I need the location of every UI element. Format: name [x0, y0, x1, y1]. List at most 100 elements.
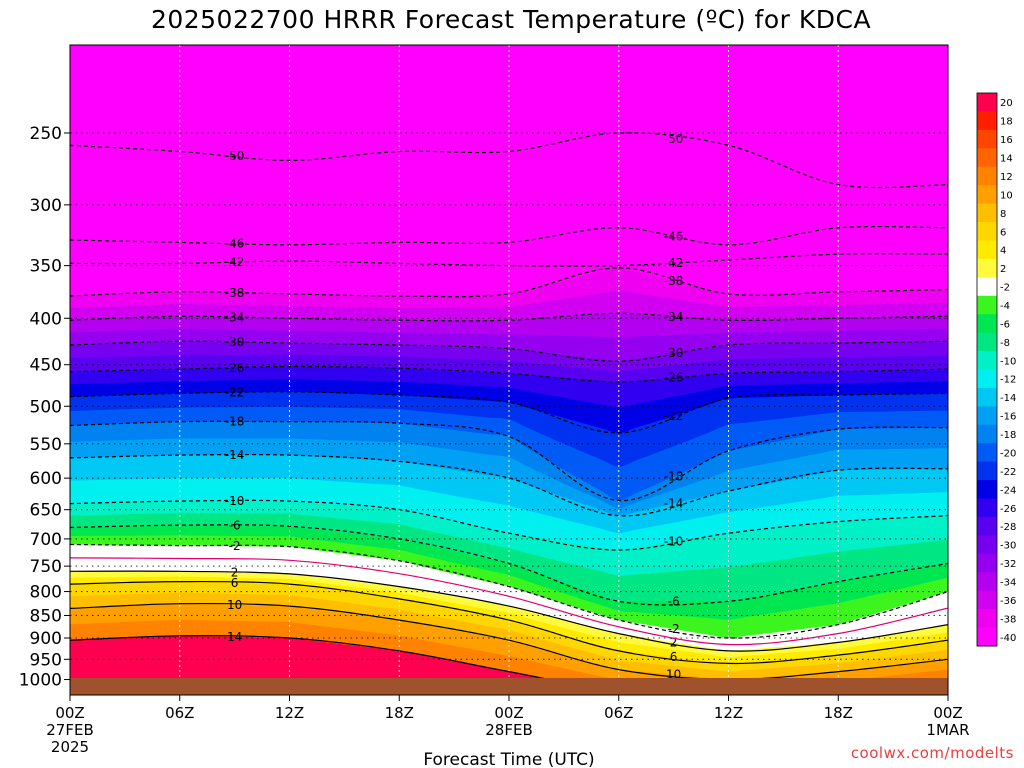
y-tick-label: 600: [30, 469, 62, 489]
colorbar-label: 2: [1000, 264, 1006, 275]
contour--14: [70, 453, 948, 517]
contour-label: -42: [664, 256, 684, 270]
contour-label: 6: [231, 576, 239, 590]
colorbar-label: 12: [1000, 172, 1013, 183]
credit-text[interactable]: coolwx.com/modelts: [851, 744, 1014, 762]
x-tick-label: 00Z: [55, 704, 84, 722]
contour-label: 14: [227, 630, 242, 644]
colorbar-swatch: [977, 516, 997, 536]
colorbar-label: -14: [1000, 393, 1016, 404]
contour-label: -18: [225, 415, 245, 429]
colorbar-label: -24: [1000, 485, 1016, 496]
colorbar-swatch: [977, 277, 997, 297]
colorbar-swatch: [977, 553, 997, 573]
colorbar-swatch: [977, 203, 997, 223]
colorbar-label: 14: [1000, 154, 1013, 165]
y-tick-label: 900: [30, 629, 62, 649]
freezing-line: [70, 557, 948, 646]
x-tick-label: 00Z: [933, 704, 962, 722]
colorbar-swatch: [977, 461, 997, 481]
colorbar-swatch: [977, 295, 997, 315]
contour-label: -50: [225, 149, 245, 163]
contour-label: -38: [225, 286, 245, 300]
contour-6: [70, 580, 948, 665]
x-tick-label: 06Z: [165, 704, 194, 722]
colorbar-swatch: [977, 406, 997, 426]
colorbar-label: -22: [1000, 467, 1016, 478]
contour-label: -22: [664, 409, 684, 423]
grid-lines: [70, 45, 948, 695]
contour--38: [70, 267, 948, 298]
contour--22: [70, 391, 948, 434]
colorbar-label: 18: [1000, 117, 1013, 128]
x-tick-label: 2025: [51, 738, 89, 756]
x-axis-label: Forecast Time (UTC): [423, 750, 594, 768]
colorbar-swatch: [977, 240, 997, 260]
colorbar-label: -30: [1000, 541, 1016, 552]
colorbar-label: 20: [1000, 98, 1013, 109]
contour-label: -2: [229, 539, 241, 553]
y-tick-label: 550: [30, 435, 62, 455]
contour-lines: -50-50-46-46-42 -42-38-38-34 -34-30-30-26-…: [70, 132, 948, 695]
x-tick-label: 00Z: [494, 704, 523, 722]
y-tick-label: 650: [30, 501, 62, 521]
y-tick-label: 750: [30, 557, 62, 577]
contour--26: [70, 365, 948, 383]
contour-label: -46: [225, 237, 245, 251]
contour-label: -22: [225, 386, 245, 400]
contour-label: 2: [231, 566, 239, 580]
x-tick-label: 28FEB: [485, 721, 532, 739]
colorbar-swatch: [977, 480, 997, 500]
contour--18: [70, 420, 948, 502]
contour-label: -26: [225, 361, 245, 375]
colorbar-swatch: [977, 627, 997, 647]
contour-label: -6: [668, 594, 680, 608]
colorbar-swatch: [977, 572, 997, 592]
x-tick-label: 12Z: [275, 704, 304, 722]
colorbar-swatch: [977, 424, 997, 444]
colorbar-label: 16: [1000, 135, 1013, 146]
colorbar-swatch: [977, 129, 997, 149]
contour--34: [70, 312, 948, 322]
colorbar-label: -36: [1000, 596, 1016, 607]
colorbar-label: -6: [1000, 319, 1010, 330]
x-tick-label: 12Z: [714, 704, 743, 722]
contour--6: [70, 524, 948, 606]
colorbar-label: -4: [1000, 301, 1010, 312]
colorbar-label: -32: [1000, 559, 1016, 570]
colorbar-frame: [976, 92, 998, 647]
y-tick-label: 800: [30, 583, 62, 603]
colorbar-label: 4: [1000, 246, 1006, 257]
contour-2: [70, 570, 948, 652]
contour--46: [70, 225, 948, 246]
colorbar-label: -18: [1000, 430, 1016, 441]
chart-title: 2025022700 HRRR Forecast Temperature (ºC…: [151, 5, 871, 34]
contour-10: [70, 602, 948, 681]
colorbar-swatch: [977, 609, 997, 629]
y-tick-label: 850: [30, 606, 62, 626]
colorbar-swatch: [977, 590, 997, 610]
colorbar-label: -38: [1000, 614, 1016, 625]
colorbar-swatch: [977, 369, 997, 389]
contour-label: -10: [664, 535, 684, 549]
contour-label: -30: [225, 335, 245, 349]
colorbar-swatch: [977, 185, 997, 205]
contour-label: -26: [664, 371, 684, 385]
contour--10: [70, 499, 948, 551]
contour-label: -42: [225, 255, 245, 269]
colorbar-swatch: [977, 443, 997, 463]
colorbar-swatch: [977, 498, 997, 518]
y-tick-label: 250: [30, 124, 62, 144]
contour-label: -10: [225, 494, 245, 508]
x-tick-label: 18Z: [385, 704, 414, 722]
contour-label: 2: [670, 635, 678, 649]
colorbar-swatch: [977, 332, 997, 352]
contour-label: -34: [225, 310, 245, 324]
y-tick-label: 450: [30, 356, 62, 376]
colorbar-label: -34: [1000, 577, 1016, 588]
colorbar-swatch: [977, 148, 997, 168]
colorbar-swatch: [977, 111, 997, 131]
contour--42: [70, 253, 948, 267]
